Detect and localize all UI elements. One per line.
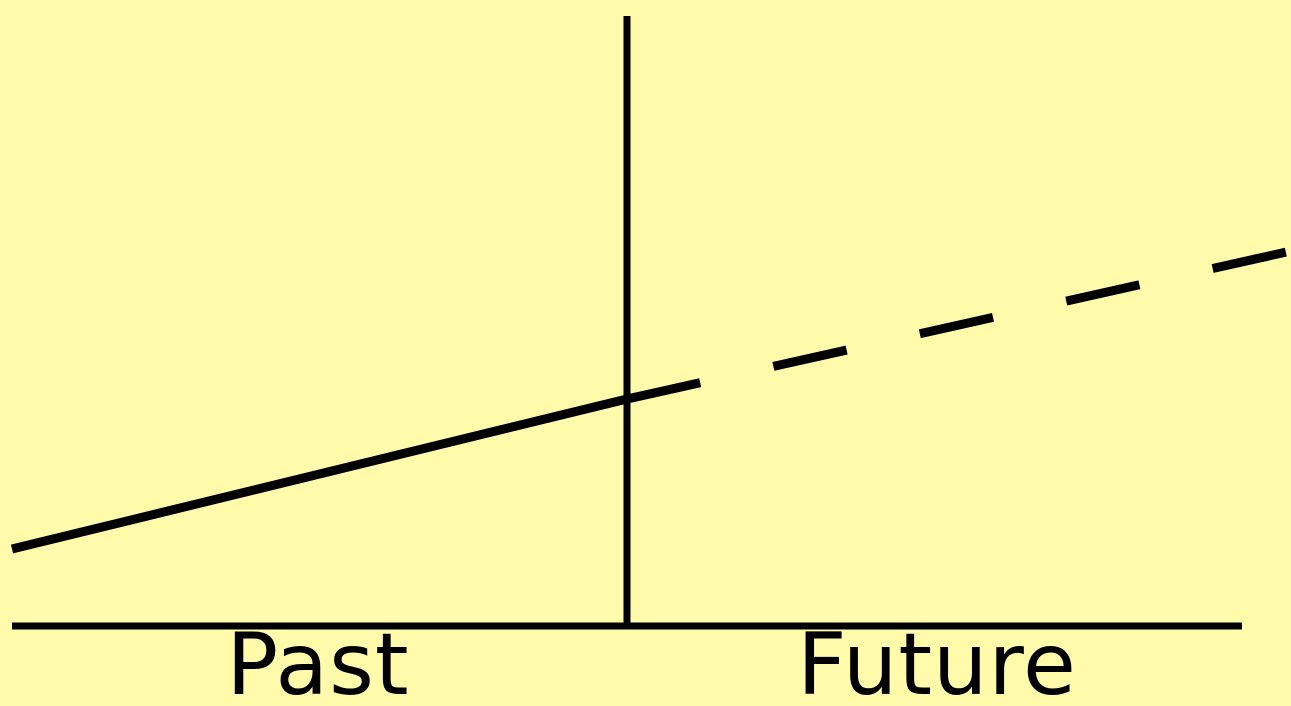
past-label: Past <box>226 615 409 701</box>
future-label: Future <box>797 615 1077 701</box>
past-trend-line <box>10 394 629 554</box>
future-trend-line <box>626 246 1291 404</box>
